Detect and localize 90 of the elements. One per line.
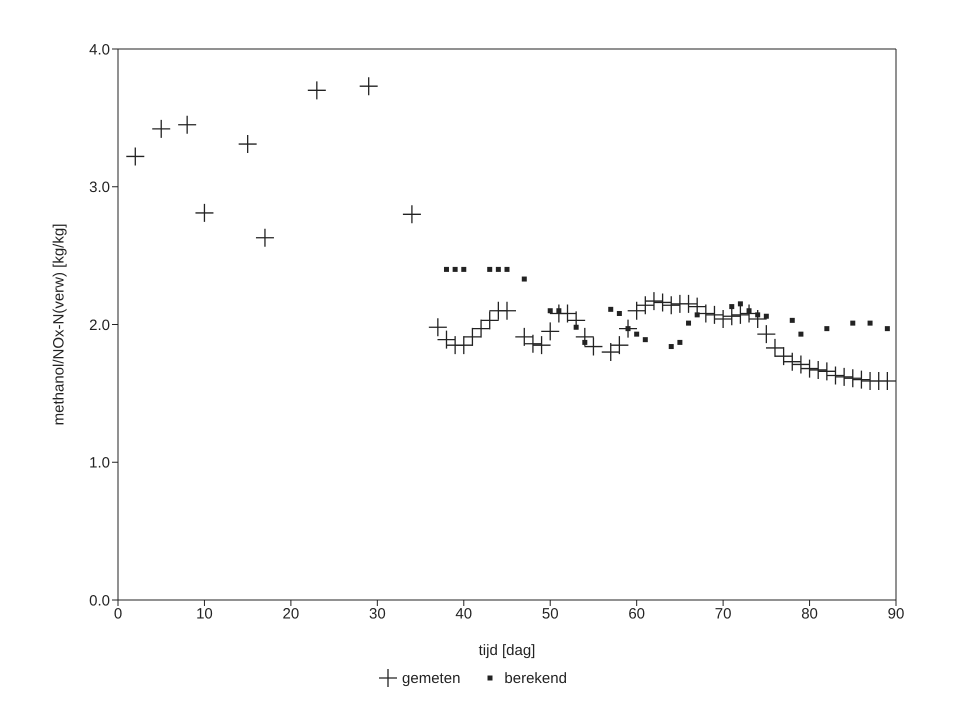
point — [746, 308, 752, 314]
y-tick-label: 1.0 — [89, 454, 110, 472]
point — [756, 324, 776, 344]
point — [616, 310, 622, 316]
point — [868, 320, 873, 326]
point — [574, 324, 579, 330]
y-tick-label: 3.0 — [89, 179, 110, 196]
point — [730, 305, 750, 325]
point — [662, 296, 681, 315]
y-tick-label: 0.0 — [89, 592, 110, 610]
point — [402, 204, 422, 224]
point — [677, 340, 682, 345]
point — [582, 340, 588, 345]
x-tick-label: 10 — [196, 606, 213, 623]
x-tick-label: 90 — [888, 606, 904, 623]
point — [729, 304, 734, 310]
point — [852, 370, 872, 390]
point — [601, 342, 620, 362]
x-tick-label: 0 — [114, 606, 122, 623]
x-tick-label: 20 — [282, 606, 300, 623]
point — [126, 146, 145, 166]
point — [487, 266, 492, 272]
point — [152, 119, 171, 139]
point — [608, 306, 614, 312]
x-tick-label: 50 — [542, 606, 559, 623]
point — [627, 301, 646, 320]
point — [636, 296, 655, 315]
point — [790, 318, 795, 323]
point — [532, 336, 552, 355]
x-tick-label: 80 — [801, 606, 818, 623]
point — [678, 294, 698, 314]
point — [738, 301, 743, 306]
point — [452, 266, 458, 272]
y-tick-label: 4.0 — [89, 41, 110, 58]
x-tick-label: 60 — [628, 606, 646, 623]
point — [194, 203, 214, 223]
point — [461, 266, 466, 272]
x-tick-label: 40 — [455, 606, 472, 623]
point — [668, 344, 674, 350]
point — [556, 308, 562, 314]
x-tick-label: 70 — [714, 606, 732, 623]
y-axis-title: methanol/NOx-N(verw) [kg/kg] — [50, 224, 68, 426]
point — [497, 301, 517, 320]
point — [238, 134, 258, 154]
point — [686, 320, 692, 326]
point — [522, 276, 527, 282]
point — [808, 360, 828, 380]
legend-label: gemeten — [401, 668, 460, 688]
point — [850, 320, 856, 326]
point — [454, 336, 474, 355]
point — [713, 309, 733, 329]
point — [694, 312, 700, 318]
point — [504, 266, 510, 272]
point — [834, 367, 854, 386]
point — [462, 327, 482, 347]
point — [652, 292, 672, 312]
point — [798, 332, 804, 337]
point — [878, 371, 896, 391]
point — [496, 266, 501, 272]
point — [307, 80, 326, 100]
y-tick-label: 2.0 — [89, 316, 110, 334]
point — [755, 312, 760, 318]
point — [540, 322, 560, 342]
x-axis-title: tijd [dag] — [478, 642, 536, 659]
point — [471, 318, 491, 338]
point — [800, 358, 820, 378]
point — [791, 354, 811, 374]
point — [764, 314, 769, 319]
x-tick-label: 30 — [368, 606, 386, 623]
point — [817, 362, 836, 381]
point — [178, 115, 197, 134]
point — [634, 332, 640, 337]
point — [255, 228, 275, 248]
point — [748, 309, 768, 329]
point — [843, 368, 862, 388]
point — [444, 266, 449, 272]
point — [610, 336, 630, 355]
point — [704, 305, 724, 325]
point — [884, 326, 890, 332]
point — [642, 337, 648, 342]
point — [824, 326, 830, 332]
point — [480, 310, 500, 330]
legend-label: berekend — [503, 668, 567, 688]
point — [782, 352, 802, 372]
point — [826, 366, 846, 386]
point — [644, 291, 664, 311]
point — [436, 330, 456, 350]
point — [359, 76, 378, 96]
point — [548, 308, 553, 314]
point — [428, 318, 448, 337]
